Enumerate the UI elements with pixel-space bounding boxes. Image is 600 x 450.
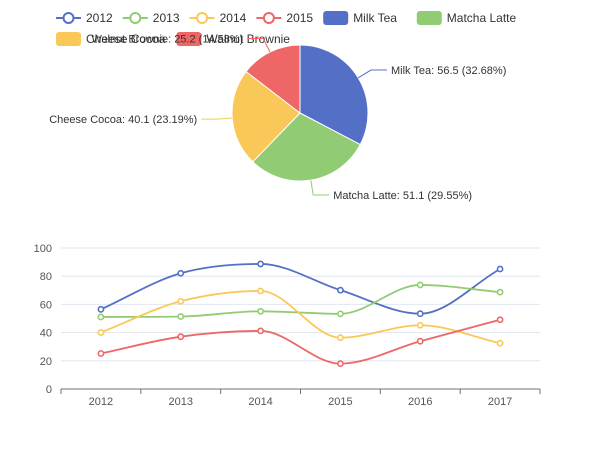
x-tick-label: 2016 [408, 396, 432, 408]
y-tick-label: 60 [40, 299, 52, 311]
legend-label: Cheese Cocoa [86, 32, 166, 46]
data-point[interactable] [416, 321, 424, 329]
data-point[interactable] [496, 339, 504, 347]
data-point[interactable] [416, 310, 424, 318]
legend-label: 2013 [153, 11, 180, 25]
pie-label-line [357, 69, 388, 79]
data-point[interactable] [496, 288, 504, 296]
data-point[interactable] [257, 287, 264, 295]
data-point[interactable] [337, 310, 344, 318]
legend-rect-swatch [56, 32, 81, 46]
x-tick-label: 2014 [248, 396, 272, 408]
y-tick-label: 80 [40, 271, 52, 283]
data-point[interactable] [257, 307, 264, 315]
line-chart: 0 20 40 60 80 100 2012 2013 2014 2015 2016 2017 [34, 243, 541, 408]
data-point[interactable] [416, 337, 424, 345]
legend-circle-swatch [62, 12, 75, 24]
legend-item-2012[interactable]: 2012 [56, 11, 113, 25]
series-line[interactable] [100, 290, 501, 345]
legend-circle-swatch [262, 12, 275, 24]
x-tick-label: 2012 [89, 396, 113, 408]
pie-label-line [201, 117, 233, 120]
legend-rect-swatch [323, 11, 349, 25]
data-point[interactable] [337, 286, 344, 294]
legend-item-2015[interactable]: 2015 [256, 11, 313, 25]
series-line[interactable] [100, 318, 501, 365]
data-point[interactable] [97, 350, 105, 357]
data-point[interactable] [496, 265, 504, 273]
pie-slice-cheese-cocoa[interactable] [231, 70, 301, 163]
data-point[interactable] [177, 269, 185, 277]
series-2012 [97, 260, 504, 318]
series-2014 [97, 287, 504, 347]
legend-item-milk-tea[interactable]: Milk Tea [323, 11, 397, 25]
data-point[interactable] [337, 360, 344, 368]
y-tick-label: 40 [40, 328, 52, 340]
pie-slice-walnut-brownie[interactable] [245, 44, 301, 115]
data-point[interactable] [257, 327, 264, 335]
legend-item-2014[interactable]: 2014 [189, 11, 247, 25]
data-point[interactable] [177, 333, 185, 341]
pie-label-milk-tea: Milk Tea: 56.5 (32.68%) [391, 65, 506, 77]
pie-label-line [247, 38, 271, 53]
series-line[interactable] [100, 263, 501, 315]
legend-label: 2015 [286, 11, 313, 25]
pie-chart: Milk Tea: 56.5 (32.68%) Matcha Latte: 51.… [49, 34, 506, 202]
legend-label: 2014 [220, 11, 247, 25]
legend-circle-swatch [129, 12, 142, 24]
y-tick-label: 20 [40, 356, 52, 368]
y-tick-label: 0 [46, 384, 52, 396]
data-point[interactable] [337, 334, 344, 342]
legend-rect-swatch [416, 11, 442, 25]
legend-item-matcha-latte[interactable]: Matcha Latte [416, 11, 517, 25]
legend: 2012 2013 2014 2015 Milk Tea Matcha Latte Chee… [56, 11, 517, 46]
legend-circle-swatch [196, 12, 209, 24]
pie-label-matcha-latte: Matcha Latte: 51.1 (29.55%) [333, 190, 472, 202]
data-point[interactable] [496, 316, 504, 324]
series-2013 [97, 281, 504, 321]
pie-label-cheese-cocoa: Cheese Cocoa: 40.1 (23.19%) [49, 114, 197, 126]
data-point[interactable] [177, 297, 185, 305]
data-point[interactable] [257, 260, 264, 268]
legend-label: Milk Tea [353, 11, 397, 25]
x-tick-label: 2017 [488, 396, 512, 408]
pie-label-walnut-brownie: Walnut Brownie: 25.2 (14.58%) [91, 34, 243, 46]
legend-item-cheese-cocoa[interactable]: Cheese Cocoa [56, 32, 166, 46]
legend-label: Matcha Latte [447, 11, 517, 25]
pie-slice-milk-tea[interactable] [299, 44, 369, 146]
x-tick-label: 2015 [328, 396, 352, 408]
series-2015 [97, 316, 504, 368]
data-point[interactable] [416, 281, 424, 289]
data-point[interactable] [97, 313, 105, 321]
legend-rect-swatch [176, 32, 202, 46]
legend-item-2013[interactable]: 2013 [122, 11, 180, 25]
x-tick-label: 2013 [169, 396, 193, 408]
data-point[interactable] [97, 305, 105, 313]
pie-label-line [310, 180, 330, 196]
y-tick-label: 100 [34, 243, 52, 255]
pie-slice-matcha-latte[interactable] [252, 112, 361, 182]
series-line[interactable] [100, 284, 501, 318]
data-point[interactable] [177, 313, 185, 320]
legend-label: 2012 [86, 11, 113, 25]
data-point[interactable] [97, 329, 105, 336]
